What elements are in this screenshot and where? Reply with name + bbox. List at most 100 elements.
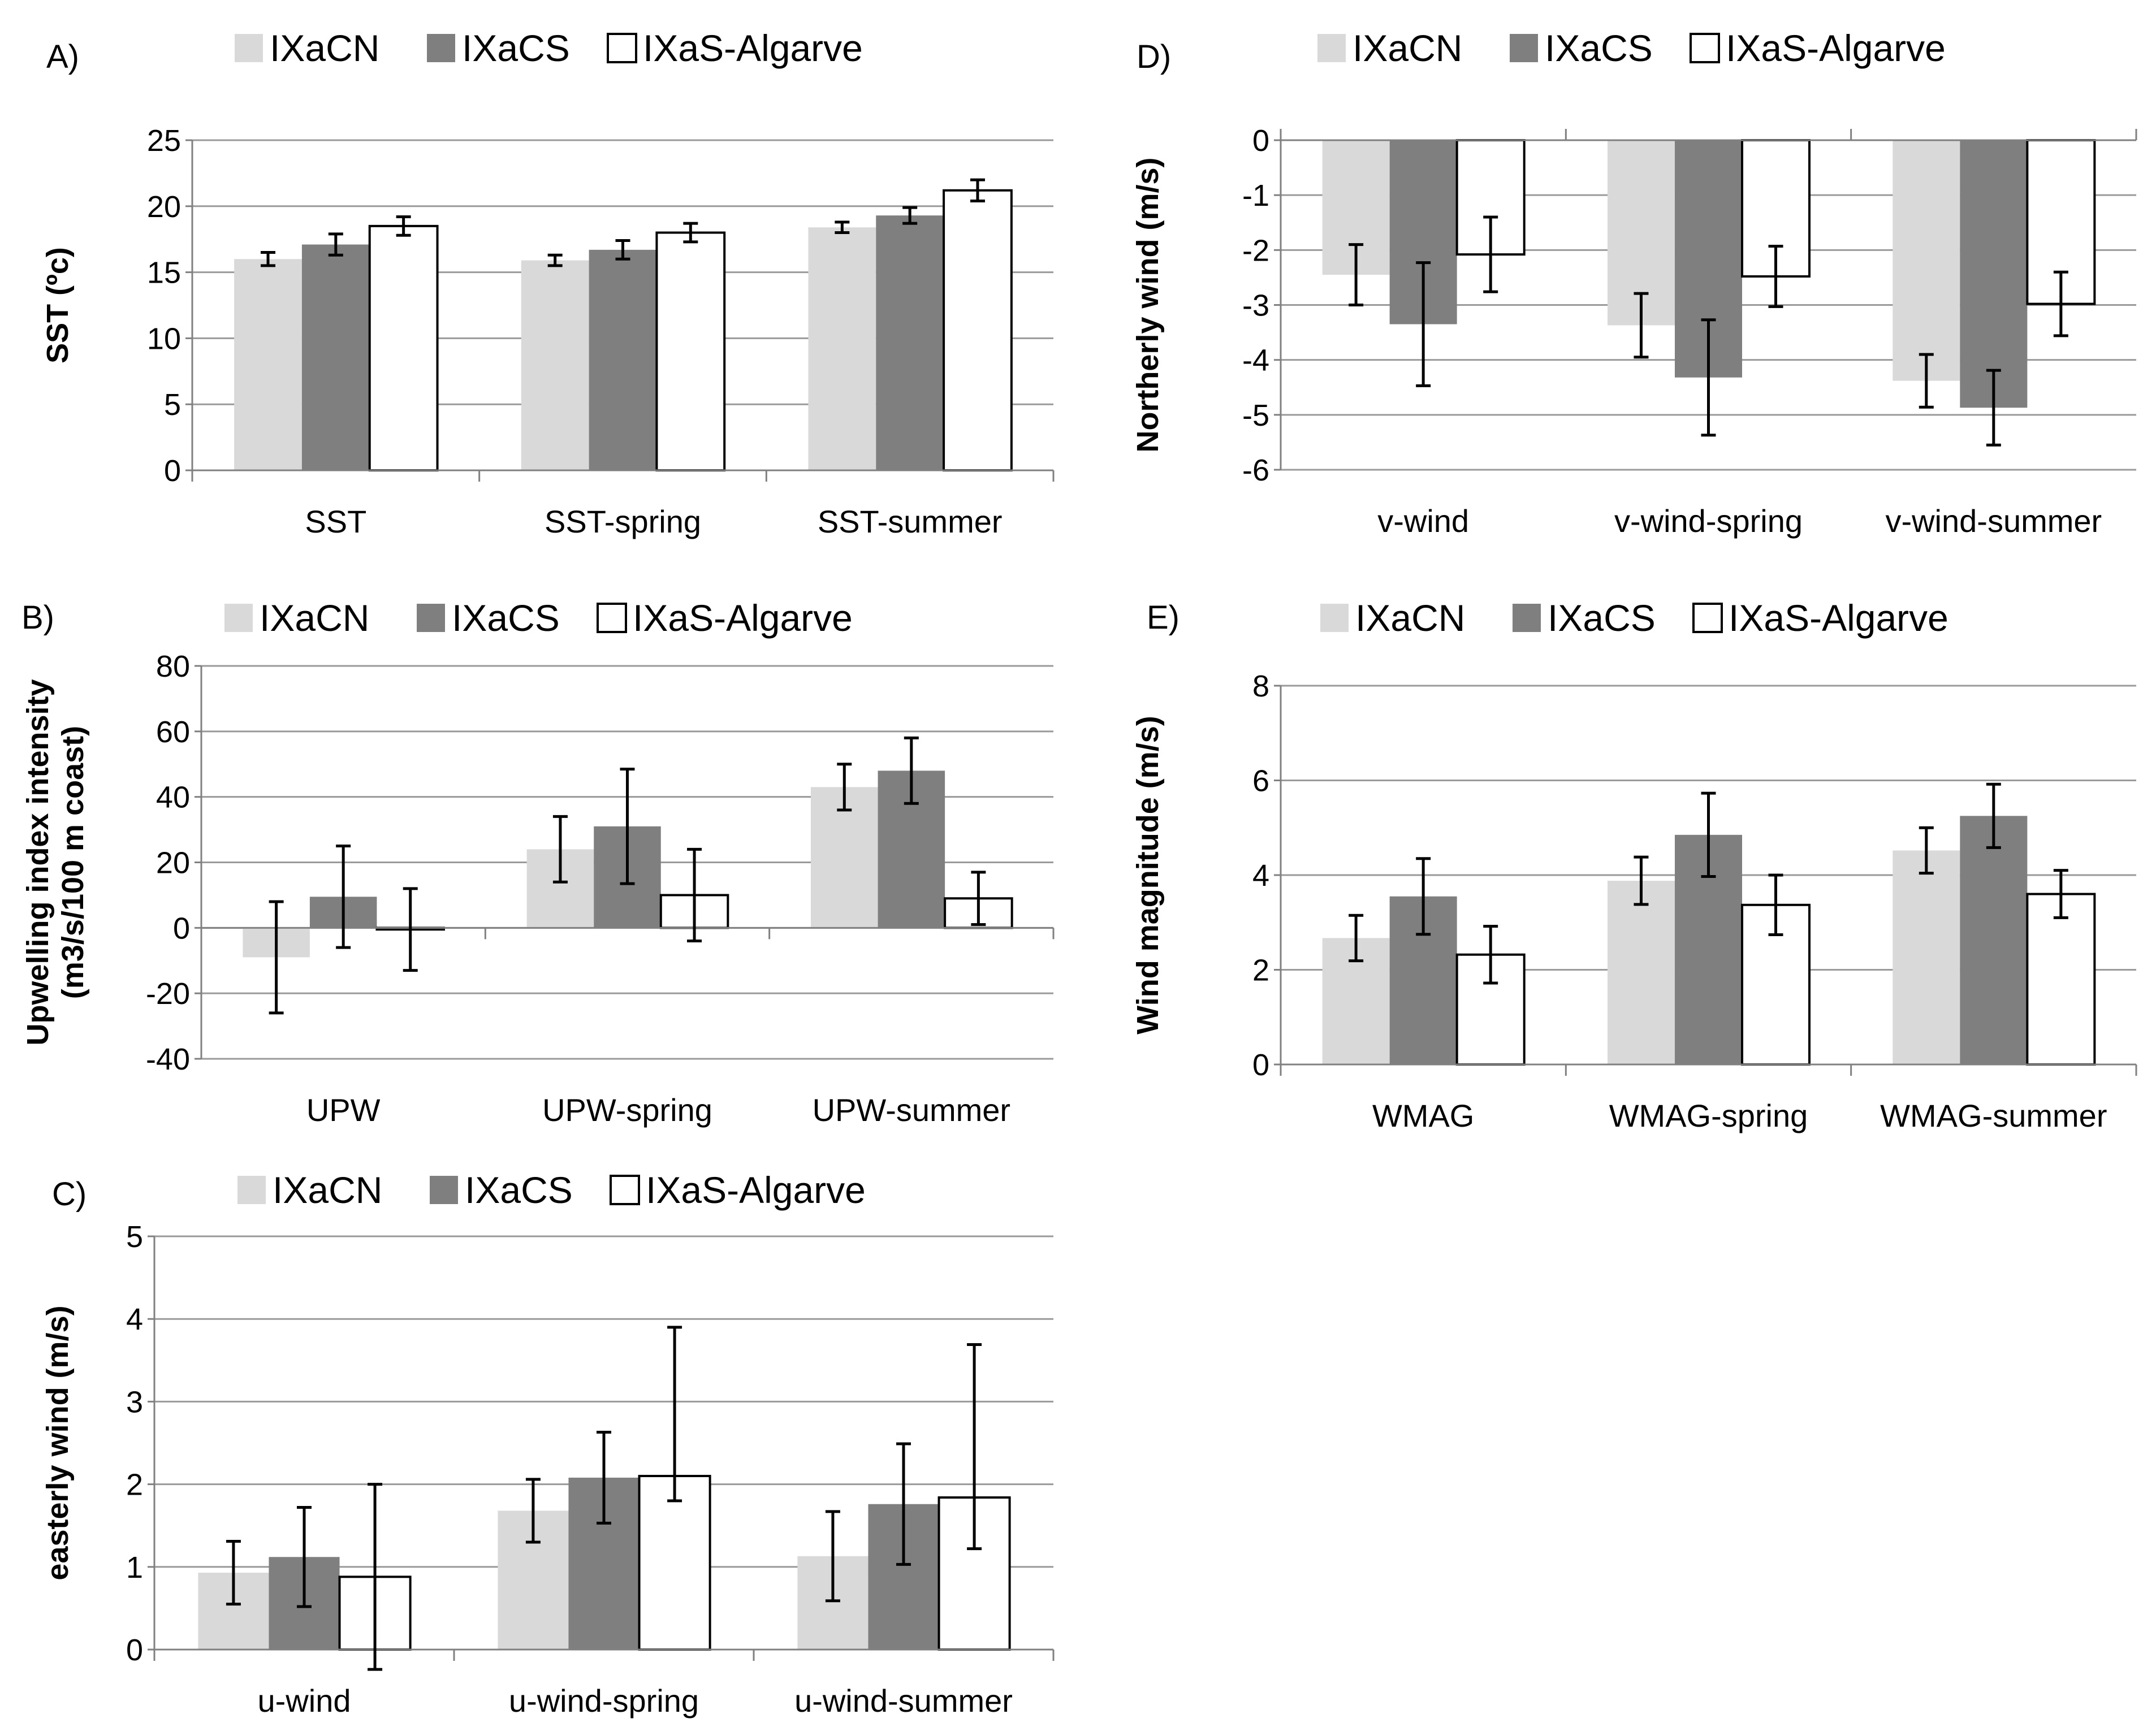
- bar-ixas-algarve: [655, 231, 726, 471]
- y-tick-label: 4: [1252, 859, 1269, 893]
- legend-label: IXaCN: [260, 597, 369, 639]
- legend-label: IXaCN: [270, 27, 379, 69]
- category-label: WMAG-spring: [1609, 1098, 1808, 1133]
- legend-swatch-ixas-algarve: [1692, 603, 1723, 633]
- legend-swatch-ixas-algarve: [607, 33, 637, 63]
- y-tick-label: 25: [147, 124, 181, 158]
- legend-swatch-ixacs: [417, 604, 445, 632]
- y-tick-label: 0: [164, 454, 181, 488]
- legend-label: IXaCN: [273, 1169, 382, 1211]
- category-label: UPW: [306, 1092, 381, 1128]
- panel-C: C) 0 1 2 3 4 5 easterly wind (m/s) u-wind u-wind-…: [41, 1169, 1055, 1719]
- panel-D: D) -6 -5 -4 -3 -2 -1 0 Northerly wind (m/s) v-win…: [1131, 27, 2137, 539]
- bar-ixacs: [876, 215, 944, 470]
- bar-ixas-algarve: [943, 189, 1013, 471]
- panel-label: C): [52, 1176, 87, 1213]
- legend-swatch-ixacs: [1513, 604, 1541, 632]
- panel-label: E): [1147, 599, 1179, 636]
- bar-ixacn: [1893, 140, 1960, 381]
- legend-label: IXaCS: [462, 27, 570, 69]
- legend-label: IXaS-Algarve: [633, 597, 853, 639]
- legend-label: IXaS-Algarve: [1729, 597, 1948, 639]
- y-tick-label: 2: [126, 1468, 143, 1502]
- bar-ixas-algarve: [937, 1496, 1011, 1651]
- legend-label: IXaCN: [1355, 597, 1465, 639]
- y-tick-label: 4: [126, 1302, 143, 1336]
- bar-ixas-algarve: [638, 1474, 711, 1651]
- y-tick-label: 5: [126, 1220, 143, 1254]
- legend-swatch-ixas-algarve: [610, 1175, 640, 1205]
- y-tick-label: 5: [164, 388, 181, 422]
- y-tick-label: 0: [173, 911, 190, 945]
- category-label: u-wind-summer: [794, 1683, 1013, 1719]
- legend-swatch-ixacs: [427, 34, 455, 62]
- legend-swatch-ixacn: [224, 604, 253, 632]
- y-tick-label: -40: [146, 1042, 190, 1076]
- y-tick-label: -1: [1242, 179, 1269, 213]
- category-label: v-wind: [1377, 503, 1469, 539]
- category-label: SST-summer: [818, 504, 1003, 539]
- bar-ixacn: [521, 260, 589, 470]
- y-tick-label: -2: [1242, 233, 1269, 267]
- category-label: v-wind-summer: [1885, 503, 2102, 539]
- legend-label: IXaCS: [1548, 597, 1656, 639]
- panel-E: E) 0 2 4 6 8 Wind magnitude (m/s) WMAG WMAG-spri…: [1131, 597, 2137, 1133]
- legend-swatch-ixacn: [235, 34, 263, 62]
- y-tick-label: 2: [1252, 954, 1269, 988]
- legend-swatch-ixacn: [1317, 34, 1346, 62]
- bar-ixacs: [301, 244, 370, 470]
- legend-swatch-ixacs: [1510, 34, 1538, 62]
- y-tick-label: 20: [147, 190, 181, 224]
- legend-swatch-ixas-algarve: [597, 603, 627, 633]
- bar-ixacn: [1893, 850, 1960, 1064]
- y-axis-title: Wind magnitude (m/s): [1131, 716, 1165, 1035]
- y-axis-title-line2: (m3/s/100 m coast): [56, 726, 90, 999]
- y-tick-label: 1: [126, 1551, 143, 1585]
- y-tick-label: 0: [1252, 1048, 1269, 1082]
- y-tick-label: 6: [1252, 764, 1269, 798]
- y-tick-label: 3: [126, 1385, 143, 1419]
- y-axis-title: Northerly wind (m/s): [1131, 157, 1165, 452]
- y-tick-label: 60: [156, 715, 190, 749]
- y-tick-label: 0: [126, 1633, 143, 1667]
- y-tick-label: -5: [1242, 399, 1269, 432]
- legend-label: IXaCS: [452, 597, 560, 639]
- bar-ixacs: [1960, 140, 2028, 408]
- category-label: UPW-spring: [542, 1092, 712, 1128]
- bar-ixas-algarve: [368, 224, 439, 471]
- legend-swatch-ixacn: [237, 1176, 266, 1204]
- y-axis-title: SST (ºc): [41, 247, 75, 363]
- y-axis-title: Upwelling index intensity: [21, 679, 55, 1045]
- y-tick-label: 40: [156, 781, 190, 815]
- legend-label: IXaCS: [1545, 27, 1653, 69]
- y-tick-label: -4: [1242, 344, 1269, 378]
- y-tick-label: -6: [1242, 453, 1269, 487]
- category-label: UPW-summer: [813, 1092, 1011, 1128]
- bar-ixacn: [234, 259, 302, 470]
- bar-ixas-algarve: [2026, 893, 2096, 1066]
- legend-label: IXaS-Algarve: [646, 1169, 866, 1211]
- y-axis-title: easterly wind (m/s): [41, 1305, 75, 1580]
- panel-A: A) 0 5 10 15 20 25 SST (ºc) SST SST-spring SST-sum…: [41, 27, 1055, 539]
- panel-B: B) -40 -20 0 20 40 60 80 Upwelling index intensi…: [21, 597, 1055, 1128]
- legend-label: IXaS-Algarve: [1726, 27, 1946, 69]
- y-tick-label: 80: [156, 650, 190, 683]
- panel-label: B): [21, 599, 54, 636]
- legend-swatch-ixas-algarve: [1690, 33, 1720, 63]
- y-tick-label: 20: [156, 846, 190, 880]
- category-label: WMAG-summer: [1880, 1098, 2107, 1133]
- category-label: v-wind-spring: [1614, 503, 1803, 539]
- y-tick-label: 15: [147, 256, 181, 290]
- legend-label: IXaS-Algarve: [643, 27, 863, 69]
- category-label: SST: [305, 504, 366, 539]
- legend-swatch-ixacn: [1320, 604, 1349, 632]
- category-label: u-wind-spring: [509, 1683, 699, 1719]
- bar-ixacs: [1960, 816, 2028, 1064]
- bar-ixacs: [589, 249, 657, 470]
- legend-label: IXaCN: [1353, 27, 1462, 69]
- category-label: WMAG: [1372, 1098, 1474, 1133]
- panel-label: D): [1137, 38, 1171, 75]
- bar-ixacn: [808, 227, 876, 470]
- y-tick-label: 0: [1252, 124, 1269, 158]
